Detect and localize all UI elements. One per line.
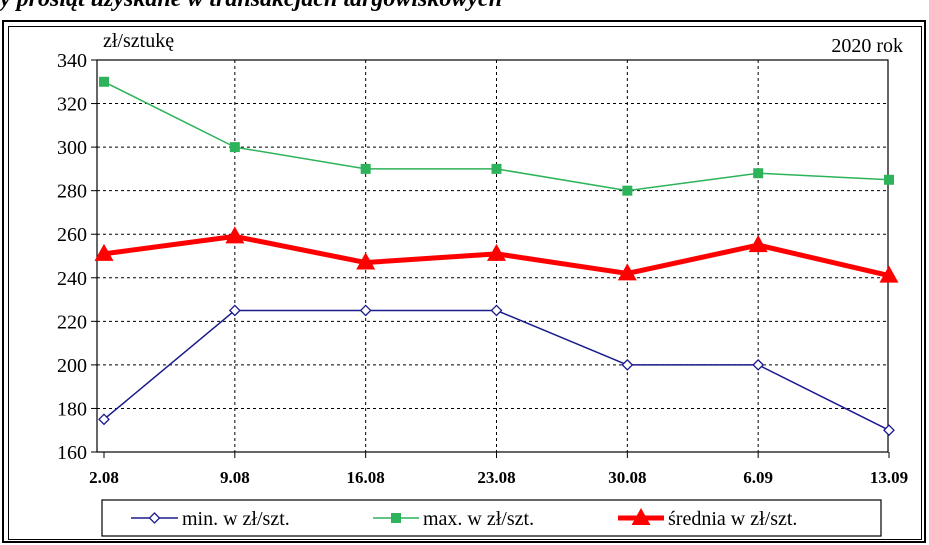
x-tick-labels: 2.08 9.08 16.08 23.08 30.08 6.09 13.09 — [89, 452, 908, 487]
y-tick-label: 180 — [57, 398, 87, 420]
data-point — [883, 424, 895, 437]
series-group — [94, 76, 899, 437]
legend-label: min. w zł/szt. — [182, 508, 290, 530]
data-point — [94, 243, 114, 261]
legend-marker — [148, 512, 161, 524]
y-axis-label: zł/sztukę — [103, 30, 174, 52]
y-tick-labels: 160 180 200 220 240 260 280 300 320 340 — [57, 50, 97, 464]
legend-label: max. w zł/szt. — [423, 508, 534, 530]
y-tick-label: 300 — [57, 137, 87, 159]
y-tick-label: 320 — [57, 94, 87, 116]
data-point — [622, 185, 633, 196]
legend: min. w zł/szt. max. w zł/szt. średnia w zł… — [101, 499, 882, 537]
x-tick-label: 16.08 — [347, 468, 385, 487]
data-point — [356, 252, 376, 270]
data-point — [99, 76, 109, 87]
data-point — [879, 265, 899, 283]
x-tick-label: 30.08 — [608, 468, 646, 487]
chart-frame-outer — [2, 20, 926, 543]
data-point — [225, 226, 245, 244]
series-1 — [98, 304, 895, 437]
data-point — [490, 304, 503, 317]
y-tick-label: 340 — [57, 50, 87, 72]
chart-annotation: 2020 rok — [831, 35, 903, 57]
x-tick-label: 2.08 — [89, 468, 119, 487]
data-point — [360, 163, 371, 174]
x-tick-label: 6.09 — [743, 468, 773, 487]
data-point — [229, 142, 240, 153]
y-tick-label: 160 — [57, 442, 87, 464]
x-tick-label: 23.08 — [477, 468, 515, 487]
legend-box — [101, 499, 882, 537]
legend-marker — [631, 508, 651, 525]
data-point — [748, 235, 768, 253]
y-tick-label: 240 — [57, 268, 87, 290]
data-point — [359, 304, 372, 317]
y-tick-label: 280 — [57, 181, 87, 203]
series-3 — [94, 226, 899, 283]
data-point — [884, 174, 894, 185]
chart-caption: y prosiąt uzyskane w transakcjach targow… — [0, 0, 502, 13]
grid-lines — [97, 60, 888, 452]
data-point — [753, 168, 764, 179]
x-tick-label: 9.08 — [220, 468, 250, 487]
chart-frame-inner — [8, 26, 922, 540]
legend-marker — [391, 513, 401, 523]
x-tick-label: 13.09 — [870, 468, 908, 487]
data-point — [617, 263, 637, 281]
y-tick-label: 260 — [57, 224, 87, 246]
data-point — [228, 304, 241, 317]
y-tick-label: 200 — [57, 355, 87, 377]
data-point — [491, 163, 502, 174]
legend-label: średnia w zł/szt. — [668, 508, 797, 530]
y-tick-label: 220 — [57, 311, 87, 333]
data-point — [98, 413, 110, 426]
series-2 — [99, 76, 894, 196]
data-point — [487, 243, 506, 261]
data-point — [752, 358, 765, 371]
data-point — [621, 358, 634, 371]
